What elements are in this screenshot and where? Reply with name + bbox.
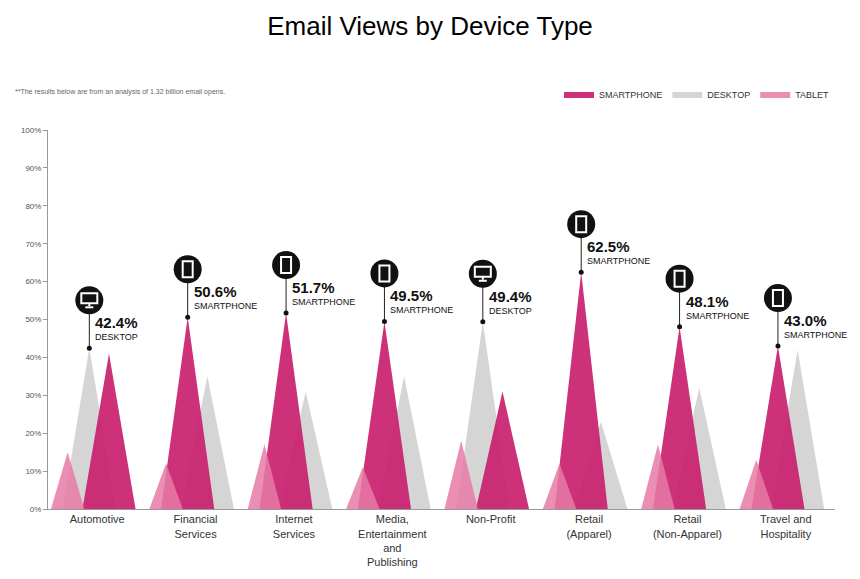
svg-text:10%: 10% xyxy=(25,467,41,476)
svg-text:62.5%SMARTPHONE: 62.5%SMARTPHONE xyxy=(587,238,650,266)
svg-text:Non-Profit: Non-Profit xyxy=(466,513,516,525)
svg-text:40%: 40% xyxy=(25,353,41,362)
svg-text:60%: 60% xyxy=(25,277,41,286)
svg-text:49.4%DESKTOP: 49.4%DESKTOP xyxy=(489,288,532,316)
svg-text:Media,EntertainmentandPublishi: Media,EntertainmentandPublishing xyxy=(358,513,426,568)
svg-text:Retail(Non-Apparel): Retail(Non-Apparel) xyxy=(653,513,722,539)
svg-text:Email Views by Device Type: Email Views by Device Type xyxy=(267,11,593,41)
svg-text:DESKTOP: DESKTOP xyxy=(707,90,750,100)
svg-text:Retail(Apparel): Retail(Apparel) xyxy=(566,513,611,539)
svg-text:90%: 90% xyxy=(25,164,41,173)
svg-text:42.4%DESKTOP: 42.4%DESKTOP xyxy=(95,314,138,342)
svg-text:48.1%SMARTPHONE: 48.1%SMARTPHONE xyxy=(686,293,749,321)
svg-text:InternetServices: InternetServices xyxy=(273,513,316,539)
svg-text:50.6%SMARTPHONE: 50.6%SMARTPHONE xyxy=(194,283,257,311)
svg-text:43.0%SMARTPHONE: 43.0%SMARTPHONE xyxy=(784,312,847,340)
svg-text:51.7%SMARTPHONE: 51.7%SMARTPHONE xyxy=(292,279,355,307)
svg-text:TABLET: TABLET xyxy=(795,90,829,100)
svg-text:FinancialServices: FinancialServices xyxy=(174,513,218,539)
svg-text:Automotive: Automotive xyxy=(70,513,125,525)
svg-text:70%: 70% xyxy=(25,240,41,249)
svg-text:20%: 20% xyxy=(25,429,41,438)
svg-text:80%: 80% xyxy=(25,202,41,211)
svg-text:49.5%SMARTPHONE: 49.5%SMARTPHONE xyxy=(390,287,453,315)
svg-text:30%: 30% xyxy=(25,391,41,400)
svg-text:0%: 0% xyxy=(30,505,42,514)
svg-text:100%: 100% xyxy=(21,126,41,135)
svg-text:SMARTPHONE: SMARTPHONE xyxy=(599,90,662,100)
svg-text:**The results below are from a: **The results below are from an analysis… xyxy=(15,88,225,96)
svg-text:50%: 50% xyxy=(25,315,41,324)
svg-text:Travel andHospitality: Travel andHospitality xyxy=(760,513,812,539)
